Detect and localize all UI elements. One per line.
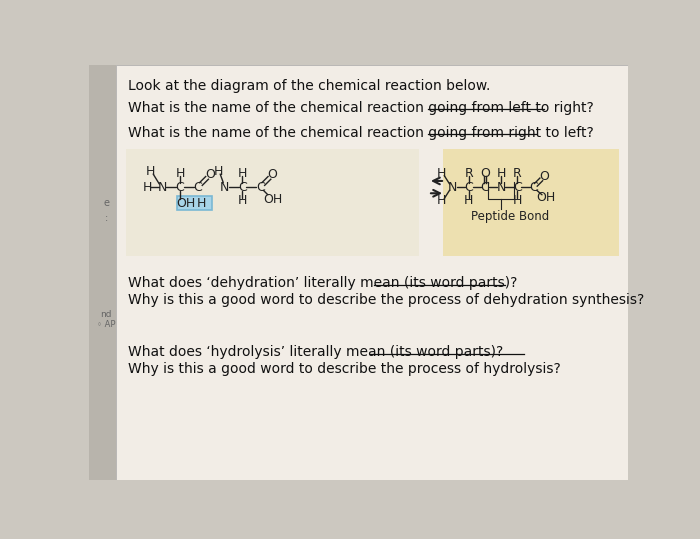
Text: Why is this a good word to describe the process of hydrolysis?: Why is this a good word to describe the … [128, 362, 561, 376]
Text: ◦ AP: ◦ AP [97, 320, 116, 329]
Text: H: H [197, 197, 206, 210]
Text: N: N [220, 181, 230, 194]
Text: OH: OH [263, 193, 282, 206]
Text: H: H [176, 167, 185, 179]
Text: N: N [158, 181, 167, 194]
Bar [444, 149, 619, 257]
Text: C: C [529, 181, 538, 194]
Text: H: H [464, 195, 473, 208]
Text: C: C [238, 181, 247, 194]
Text: H: H [496, 167, 506, 179]
Text: nd: nd [100, 310, 112, 319]
Text: Look at the diagram of the chemical reaction below.: Look at the diagram of the chemical reac… [128, 79, 490, 93]
Text: Why is this a good word to describe the process of dehydration synthesis?: Why is this a good word to describe the … [128, 293, 644, 307]
Text: H: H [238, 195, 247, 208]
Bar [90, 65, 116, 480]
Text: C: C [176, 181, 185, 194]
Text: OH: OH [536, 191, 556, 204]
Text: What is the name of the chemical reaction going from left to right?: What is the name of the chemical reactio… [128, 101, 594, 115]
Text: What is the name of the chemical reaction going from right to left?: What is the name of the chemical reactio… [128, 126, 594, 140]
Text: OH: OH [176, 197, 196, 210]
Text: O: O [267, 168, 277, 181]
Text: e: e [103, 197, 109, 208]
Text: Peptide Bond: Peptide Bond [471, 210, 550, 223]
Text: H: H [512, 195, 522, 208]
Text: O: O [205, 168, 215, 181]
Text: What does ‘dehydration’ literally mean (its word parts)?: What does ‘dehydration’ literally mean (… [128, 275, 517, 289]
Text: H: H [238, 167, 247, 179]
Text: H: H [146, 165, 155, 178]
Text: What does ‘hydrolysis’ literally mean (its word parts)?: What does ‘hydrolysis’ literally mean (i… [128, 345, 503, 359]
Text: O: O [540, 170, 550, 183]
Bar [177, 196, 213, 210]
Text: N: N [496, 181, 506, 194]
Text: O: O [480, 167, 490, 179]
Text: C: C [481, 181, 489, 194]
Text: C: C [465, 181, 473, 194]
Text: R: R [513, 167, 522, 179]
Text: H: H [142, 181, 152, 194]
Text: :: : [104, 213, 108, 223]
Text: C: C [256, 181, 265, 194]
Text: H: H [214, 165, 223, 178]
Text: N: N [448, 181, 457, 194]
Text: R: R [465, 167, 473, 179]
Bar [126, 149, 419, 257]
Text: H: H [438, 167, 447, 179]
Text: C: C [193, 181, 202, 194]
Text: C: C [513, 181, 522, 194]
Text: H: H [438, 195, 447, 208]
